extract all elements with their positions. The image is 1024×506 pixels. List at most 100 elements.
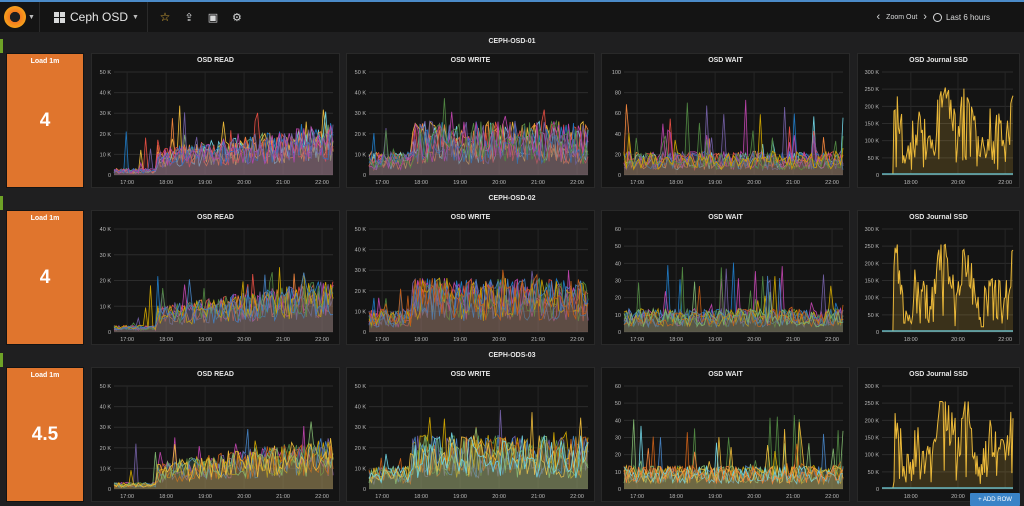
panel-title[interactable]: OSD READ [197, 57, 234, 64]
panel-title[interactable]: OSD Journal SSD [909, 57, 968, 64]
graph-panel[interactable]: OSD READ 50 K 40 K 30 K 20 K 10 K 0 17:00 18:00 1… [91, 367, 340, 502]
graph-panel[interactable]: OSD WAIT 100 80 60 40 20 0 17:00 18:00 19:00 20:00… [601, 53, 850, 188]
y-tick-label: 300 K [865, 70, 880, 76]
row-collapse-handle[interactable] [0, 39, 3, 53]
graph-panel[interactable]: OSD WRITE 50 K 40 K 30 K 20 K 10 K 0 17:00 18:00… [346, 367, 595, 502]
graph-canvas[interactable]: 50 K 40 K 30 K 20 K 10 K 0 17:00 18:00 19:00 20:0… [347, 211, 596, 346]
graph-panel[interactable]: OSD WAIT 60 50 40 30 20 10 0 17:00 18:00 19:00 20:0… [601, 367, 850, 502]
grafana-menu-button[interactable]: ▼ [0, 2, 40, 32]
share-icon[interactable]: ⇪ [184, 11, 194, 24]
y-tick-label: 50 K [100, 70, 112, 76]
panel-title[interactable]: OSD Journal SSD [909, 371, 968, 378]
x-tick-label: 21:00 [786, 180, 800, 186]
graph-canvas[interactable]: 40 K 30 K 20 K 10 K 0 17:00 18:00 19:00 20:00 21:… [92, 211, 341, 346]
y-tick-label: 50 K [355, 384, 367, 390]
chevron-left-icon[interactable]: ‹ [876, 11, 881, 23]
graph-canvas[interactable]: 100 80 60 40 20 0 17:00 18:00 19:00 20:00 21:00 22:… [602, 54, 851, 189]
row-collapse-handle[interactable] [0, 196, 3, 210]
y-tick-label: 250 K [865, 244, 880, 250]
zoom-out-button[interactable]: Zoom Out [886, 13, 918, 21]
graph-panel[interactable]: OSD READ 40 K 30 K 20 K 10 K 0 17:00 18:00 19:00… [91, 210, 340, 345]
row-title[interactable]: CEPH-OSD-02 [488, 195, 536, 202]
load-stat-panel[interactable]: Load 1m 4.5 [6, 367, 84, 502]
series-area [624, 114, 843, 175]
x-tick-label: 18:00 [669, 494, 683, 500]
load-stat-panel[interactable]: Load 1m 4 [6, 210, 84, 345]
panel-title[interactable]: OSD WAIT [708, 371, 743, 378]
time-range-picker[interactable]: Last 6 hours [932, 12, 1024, 22]
x-tick-label: 20:00 [492, 337, 506, 343]
series-area [624, 275, 843, 332]
series-line [623, 275, 844, 329]
graph-canvas[interactable]: 300 K 250 K 200 K 150 K 100 K 50 K 0 18:00 20:00… [858, 54, 1021, 189]
graph-canvas[interactable]: 50 K 40 K 30 K 20 K 10 K 0 17:00 18:00 19:00 20:0… [92, 54, 341, 189]
y-tick-label: 0 [618, 487, 621, 493]
series-line [882, 87, 1014, 175]
y-tick-label: 10 K [100, 466, 112, 472]
series-area [114, 445, 333, 489]
graph-panel[interactable]: OSD WRITE 50 K 40 K 30 K 20 K 10 K 0 17:00 18:00… [346, 210, 595, 345]
y-tick-label: 30 K [100, 425, 112, 431]
series-area [114, 440, 333, 489]
panel-title[interactable]: OSD WRITE [450, 214, 491, 221]
chevron-right-icon[interactable]: › [923, 11, 927, 23]
stat-value: 4.5 [31, 423, 59, 445]
series-line [368, 120, 589, 170]
y-tick-label: 0 [618, 173, 621, 179]
panel-title[interactable]: OSD WAIT [708, 57, 743, 64]
x-tick-label: 20:00 [237, 180, 251, 186]
x-tick-label: 22:00 [570, 494, 584, 500]
y-tick-label: 10 [615, 470, 621, 476]
x-tick-label: 19:00 [453, 337, 467, 343]
y-tick-label: 40 K [100, 227, 112, 233]
series-area [369, 426, 588, 489]
y-tick-label: 30 K [100, 111, 112, 117]
series-line [368, 275, 589, 329]
x-tick-label: 19:00 [198, 337, 212, 343]
panel-title[interactable]: OSD WAIT [708, 214, 743, 221]
graph-canvas[interactable]: 50 K 40 K 30 K 20 K 10 K 0 17:00 18:00 19:00 20:0… [347, 54, 596, 189]
series-area [114, 283, 333, 332]
load-stat-panel[interactable]: Load 1m 4 [6, 53, 84, 188]
row-title[interactable]: CEPH-ODS-03 [488, 352, 536, 359]
x-tick-label: 19:00 [453, 180, 467, 186]
panel-title[interactable]: OSD WRITE [450, 371, 491, 378]
graph-canvas[interactable]: 50 K 40 K 30 K 20 K 10 K 0 17:00 18:00 19:00 20:0… [347, 368, 596, 503]
graph-panel[interactable]: OSD WRITE 50 K 40 K 30 K 20 K 10 K 0 17:00 18:00… [346, 53, 595, 188]
panel-title[interactable]: OSD Journal SSD [909, 214, 968, 221]
graph-canvas[interactable]: 300 K 250 K 200 K 150 K 100 K 50 K 0 18:00 20:00… [858, 211, 1021, 346]
star-icon[interactable]: ☆ [159, 10, 171, 24]
series-area [369, 111, 588, 175]
graph-canvas[interactable]: 60 50 40 30 20 10 0 17:00 18:00 19:00 20:00 21:00 22… [602, 211, 851, 346]
y-tick-label: 20 K [100, 132, 112, 138]
settings-gear-icon[interactable]: ⚙ [232, 11, 242, 24]
y-tick-label: 100 [612, 70, 621, 76]
caret-down-icon: ▼ [132, 13, 139, 21]
y-tick-label: 30 K [355, 111, 367, 117]
add-row-button[interactable]: + ADD ROW [970, 493, 1020, 506]
panel-title[interactable]: OSD WRITE [450, 57, 491, 64]
stat-value: 4 [39, 266, 51, 288]
graph-panel[interactable]: OSD Journal SSD 300 K 250 K 200 K 150 K 100 K… [857, 53, 1020, 188]
graph-canvas[interactable]: 300 K 250 K 200 K 150 K 100 K 50 K 0 18:00 20:00… [858, 368, 1021, 503]
row-title[interactable]: CEPH-OSD-01 [488, 38, 536, 45]
graph-panel[interactable]: OSD WAIT 60 50 40 30 20 10 0 17:00 18:00 19:00 20:0… [601, 210, 850, 345]
row-collapse-handle[interactable] [0, 353, 3, 367]
y-tick-label: 0 [876, 173, 879, 179]
x-tick-label: 22:00 [998, 180, 1012, 186]
panel-title[interactable]: OSD READ [197, 371, 234, 378]
graph-panel[interactable]: OSD Journal SSD 300 K 250 K 200 K 150 K 100 K… [857, 367, 1020, 502]
panel-title[interactable]: OSD READ [197, 214, 234, 221]
graph-canvas[interactable]: 50 K 40 K 30 K 20 K 10 K 0 17:00 18:00 19:00 20:0… [92, 368, 341, 503]
series-area [114, 281, 333, 332]
graph-panel[interactable]: OSD Journal SSD 300 K 250 K 200 K 150 K 100 K… [857, 210, 1020, 345]
graph-panel[interactable]: OSD READ 50 K 40 K 30 K 20 K 10 K 0 17:00 18:00 1… [91, 53, 340, 188]
series-line [113, 112, 334, 174]
x-tick-label: 22:00 [315, 180, 329, 186]
y-tick-label: 30 K [355, 425, 367, 431]
save-icon[interactable]: ▣ [207, 11, 219, 24]
dashboard-picker[interactable]: Ceph OSD ▼ [44, 2, 148, 32]
y-tick-label: 40 [615, 132, 621, 138]
graph-canvas[interactable]: 60 50 40 30 20 10 0 17:00 18:00 19:00 20:00 21:00 22… [602, 368, 851, 503]
y-tick-label: 0 [363, 487, 366, 493]
